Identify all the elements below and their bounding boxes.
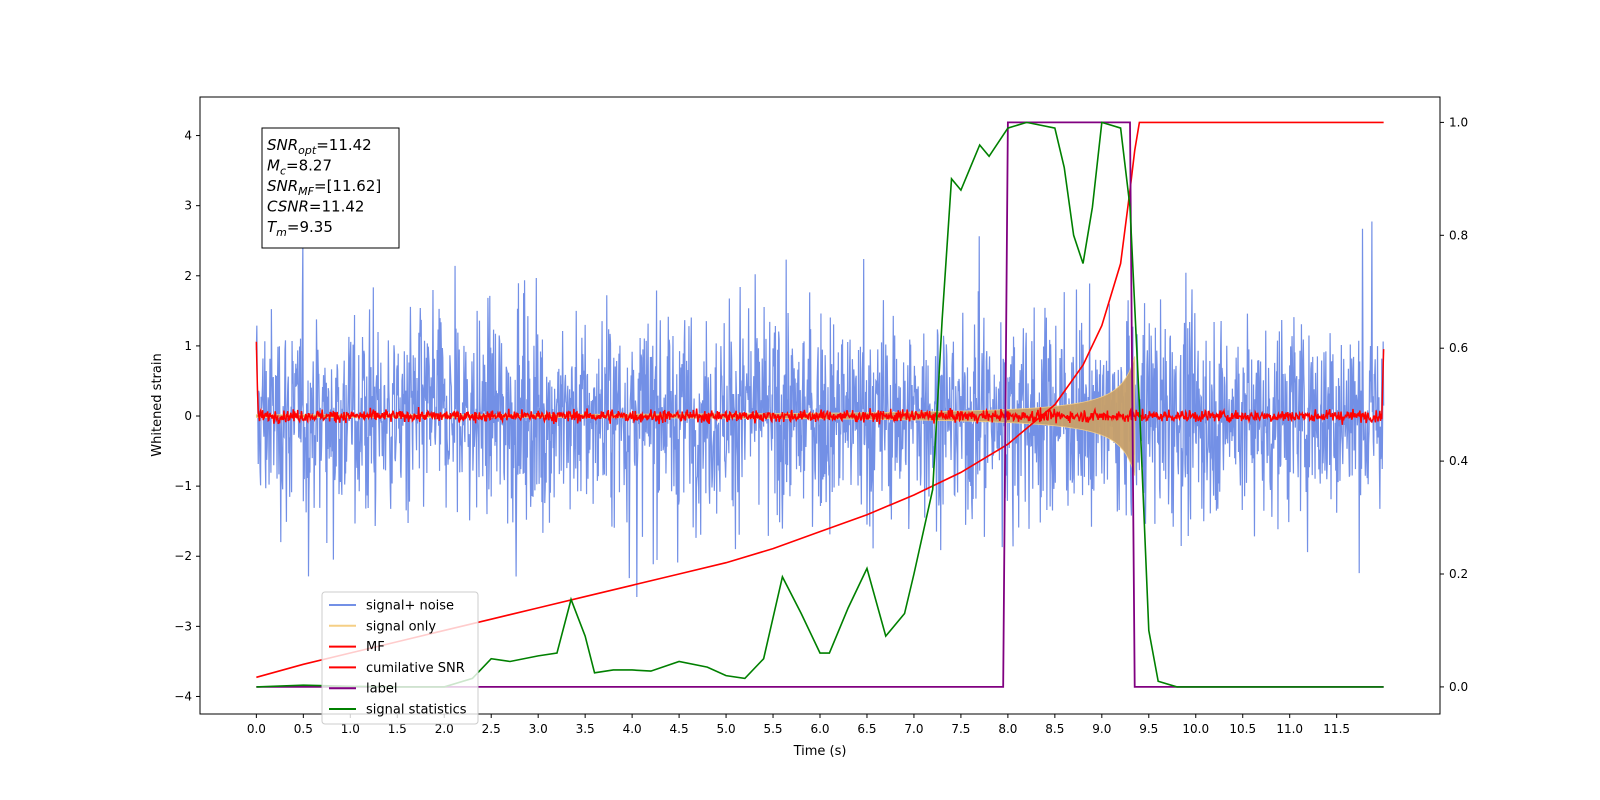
legend-frame [321,591,479,725]
y-right-tick-label: 0.6 [1449,341,1468,355]
x-tick-label: 3.0 [529,722,548,736]
axis-ticks: 0.0 0.5 1.0 1.5 2.0 2.5 3.0 3.5 4.0 4.5 5.0 5.5 6.0 6… [174,115,1468,736]
x-tick-label: 1.0 [341,722,360,736]
series-mf [255,341,1385,425]
x-tick-label: 8.5 [1045,722,1064,736]
x-axis-label: Time (s) [793,744,847,759]
y-left-tick-label: 4 [184,129,192,143]
x-tick-label: 11.0 [1276,722,1303,736]
annotation-line: Mc=8.27 [267,157,332,178]
legend-label: signal statistics [366,703,467,718]
y-left-tick-label: 0 [184,409,192,423]
x-tick-label: 1.5 [388,722,407,736]
y-left-tick-label: −2 [174,549,192,563]
y-axis-label-left: Whitened strain [150,353,165,456]
annotation-line: Tm=9.35 [267,218,333,239]
y-left-tick-label: 3 [184,199,192,213]
series-signal-noise [255,221,1385,597]
legend-label: cumilative SNR [366,661,465,676]
annotation-line: SNRopt=11.42 [267,136,372,157]
y-left-tick-label: −1 [174,479,192,493]
legend: signal+ noise signal only MF cumilative SNR… [321,591,479,725]
x-tick-label: 2.0 [435,722,454,736]
x-tick-label: 6.5 [857,722,876,736]
x-tick-label: 10.5 [1229,722,1256,736]
annotation-box: SNRopt=11.42Mc=8.27SNRMF=[11.62]CSNR=11.… [261,127,400,249]
x-tick-label: 0.5 [294,722,313,736]
legend-label: MF [366,640,385,655]
x-tick-label: 5.0 [717,722,736,736]
y-left-tick-label: −4 [174,689,192,703]
annotation-line: CSNR=11.42 [267,198,364,216]
x-tick-label: 9.5 [1139,722,1158,736]
y-left-tick-label: 1 [184,339,192,353]
legend-label: signal+ noise [366,599,454,614]
y-right-tick-label: 0.8 [1449,228,1468,242]
x-tick-label: 3.5 [576,722,595,736]
x-tick-label: 6.0 [810,722,829,736]
legend-label: signal only [366,619,436,634]
x-tick-label: 7.5 [951,722,970,736]
y-right-tick-label: 0.0 [1449,680,1468,694]
x-tick-label: 4.0 [623,722,642,736]
plot-area [255,121,1385,688]
x-tick-label: 8.0 [998,722,1017,736]
x-tick-label: 2.5 [482,722,501,736]
x-tick-label: 4.5 [670,722,689,736]
x-tick-label: 9.0 [1092,722,1111,736]
x-tick-label: 0.0 [247,722,266,736]
x-tick-label: 10.0 [1182,722,1209,736]
legend-label: label [366,682,397,697]
y-right-tick-label: 0.2 [1449,567,1468,581]
y-left-tick-label: 2 [184,269,192,283]
x-tick-label: 11.5 [1323,722,1350,736]
y-left-tick-label: −3 [174,619,192,633]
y-right-tick-label: 1.0 [1449,115,1468,129]
annotation-frame [261,127,400,249]
x-tick-label: 7.0 [904,722,923,736]
x-tick-label: 5.5 [763,722,782,736]
series-signal-statistics [256,121,1384,688]
annotation-line: SNRMF=[11.62] [267,177,381,198]
y-right-tick-label: 0.4 [1449,454,1468,468]
